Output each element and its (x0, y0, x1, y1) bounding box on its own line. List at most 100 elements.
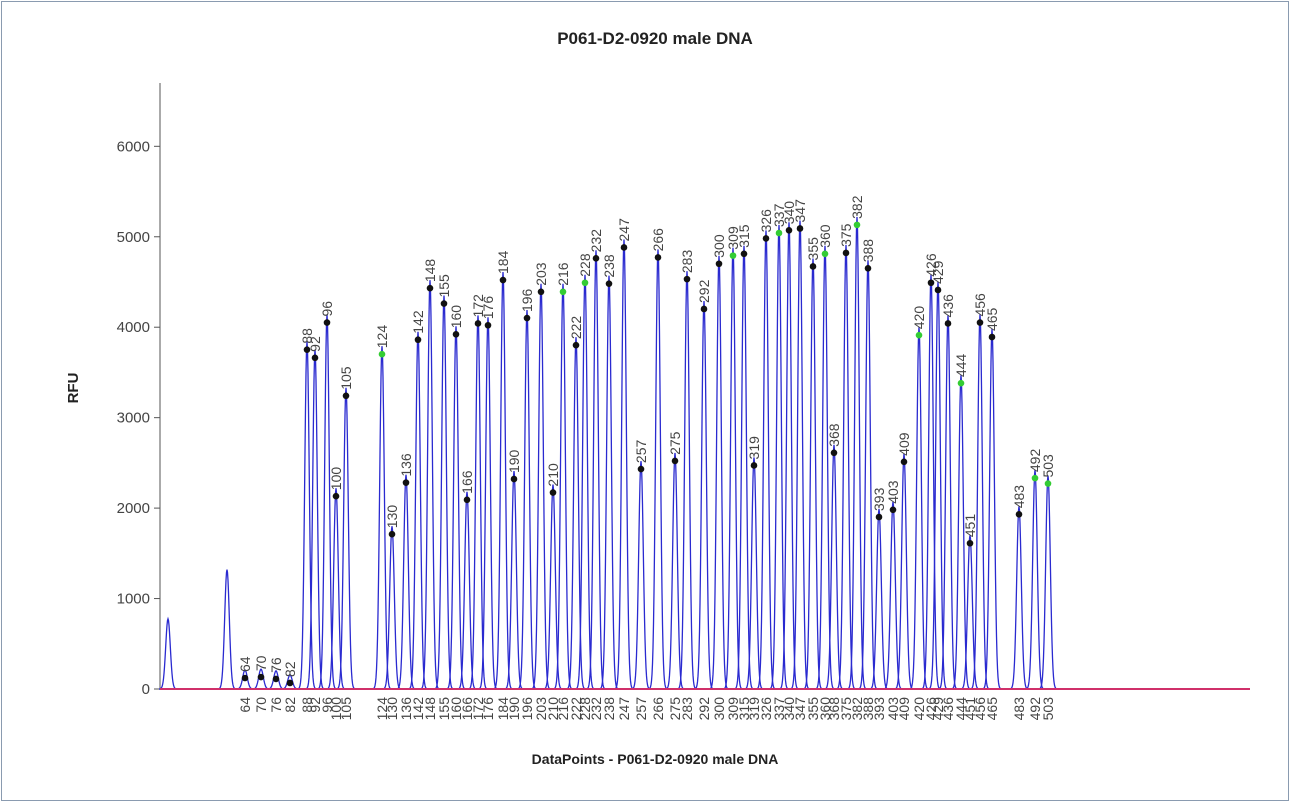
peak-label: 275 (667, 431, 683, 455)
peak-marker (927, 279, 935, 287)
peak-marker (592, 255, 600, 262)
peak (420, 280, 440, 690)
peak-marker (332, 492, 340, 500)
x-tick-label: 190 (506, 697, 522, 721)
peak-label: 70 (253, 655, 269, 671)
peak (769, 224, 789, 690)
peak (938, 315, 958, 690)
peak-label: 247 (616, 218, 632, 242)
peak-label: 124 (374, 325, 390, 349)
peak-label: 326 (758, 209, 774, 233)
peak-label: 232 (588, 229, 604, 253)
peak-marker (715, 260, 723, 268)
peak-marker (976, 319, 984, 326)
x-tick-label: 88 (299, 697, 315, 713)
peak-label: 409 (896, 432, 912, 456)
peak-label: 483 (1011, 485, 1027, 509)
x-tick-label: 388 (860, 697, 876, 721)
peak-label: 166 (459, 470, 475, 494)
peak-marker (581, 279, 589, 287)
peak-label: 100 (328, 467, 344, 491)
x-tick-label: 368 (826, 697, 842, 721)
peak (575, 274, 595, 690)
peak-label: 388 (860, 239, 876, 263)
peak-marker (842, 249, 850, 257)
peak (869, 508, 889, 690)
x-tick-label: 210 (545, 697, 561, 721)
peak-label: 360 (817, 224, 833, 248)
x-tick-label: 275 (667, 697, 683, 721)
x-tick-label: 216 (555, 697, 571, 721)
peak (677, 271, 697, 690)
x-tick-label: 70 (253, 697, 269, 713)
peak (847, 216, 867, 690)
x-tick-label: 403 (885, 697, 901, 721)
peak-marker (605, 280, 613, 287)
peak-label: 172 (470, 294, 486, 318)
peak-label: 148 (422, 259, 438, 283)
x-tick-label: 465 (984, 697, 1000, 721)
y-tick-label: 6000 (117, 138, 150, 155)
peak-label: 451 (962, 514, 978, 538)
peak-marker (762, 235, 770, 242)
x-tick-label: 160 (448, 697, 464, 721)
peak (921, 274, 941, 690)
peak-marker (830, 449, 838, 457)
peak (815, 245, 835, 690)
x-tick-label: 238 (601, 697, 617, 721)
peak (836, 244, 856, 690)
peak-label: 444 (953, 354, 969, 378)
peak-marker (241, 674, 249, 682)
peak-label: 347 (792, 199, 808, 223)
x-tick-label: 257 (633, 697, 649, 721)
x-tick-label: 172 (470, 697, 486, 721)
x-tick-label: 222 (568, 697, 584, 721)
peak-label: 319 (746, 436, 762, 460)
peak-label: 238 (601, 254, 617, 278)
x-tick-label: 315 (736, 697, 752, 721)
peak-marker (889, 506, 897, 514)
x-tick-label: 483 (1011, 697, 1027, 721)
x-tick-label: 100 (328, 697, 344, 721)
peak-marker (549, 489, 557, 496)
peak-marker (402, 479, 410, 486)
peak-marker (785, 226, 793, 234)
peak-label: 76 (268, 657, 284, 673)
peak-marker (303, 346, 311, 353)
peak (478, 317, 498, 690)
x-tick-label: 340 (781, 697, 797, 721)
peak-label: 64 (237, 656, 253, 672)
x-tick-label: 283 (679, 697, 695, 721)
peak (326, 488, 346, 690)
peak-marker (750, 462, 758, 469)
peak-marker (378, 350, 386, 358)
peak-marker (821, 250, 829, 258)
peak-label: 196 (519, 288, 535, 312)
peak-marker (426, 284, 434, 292)
x-tick-label: 136 (398, 697, 414, 721)
peak-marker (572, 341, 580, 349)
x-tick-label: 326 (758, 697, 774, 721)
peak-marker (809, 263, 817, 270)
x-tick-label: 232 (588, 697, 604, 721)
x-tick-label: 155 (436, 697, 452, 721)
peak (779, 222, 799, 690)
peak-marker (729, 252, 737, 259)
peak (372, 346, 392, 690)
peak-marker (257, 673, 265, 681)
peak-label: 300 (711, 234, 727, 258)
x-tick-label: 64 (237, 697, 253, 713)
peak-marker (537, 288, 545, 296)
x-tick-label: 319 (746, 697, 762, 721)
y-tick-label: 3000 (117, 410, 150, 427)
x-tick-label: 426 (923, 697, 939, 721)
peak (631, 461, 651, 690)
peak-marker (414, 336, 422, 344)
peak (297, 341, 317, 690)
peak (1038, 475, 1058, 690)
peak-label: 456 (972, 293, 988, 317)
peak (694, 300, 714, 690)
peak-marker (510, 475, 518, 483)
peak-label: 436 (940, 294, 956, 318)
peak (553, 283, 573, 690)
